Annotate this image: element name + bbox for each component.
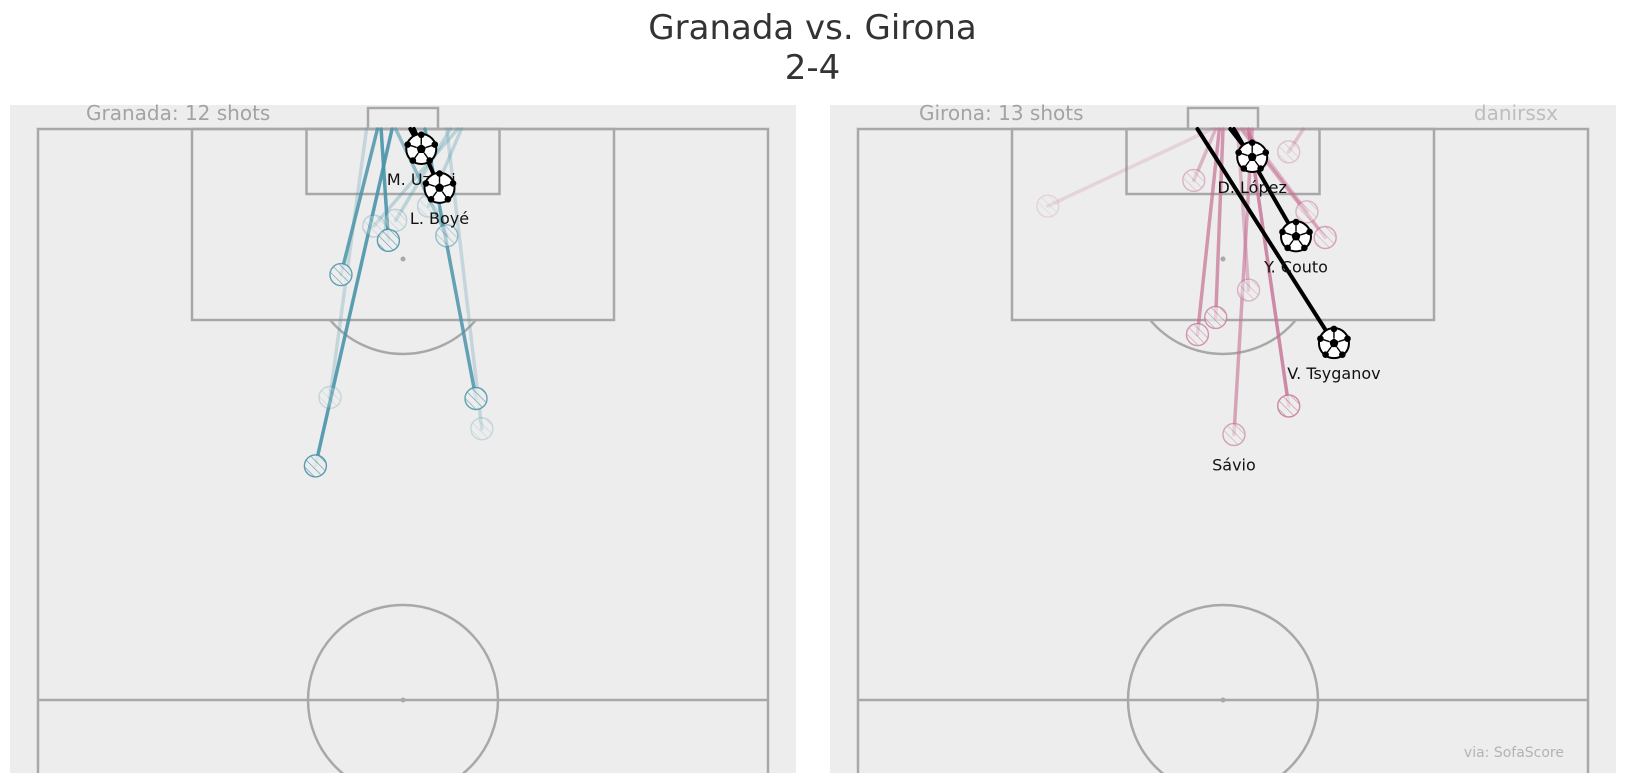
penalty-arc	[329, 319, 477, 356]
shot-marker	[384, 208, 408, 233]
goal-frame	[1186, 106, 1260, 131]
penalty-spot	[400, 256, 406, 262]
shot-marker	[1222, 422, 1246, 447]
shot-trajectory	[328, 127, 369, 400]
player-label: V. Tsyganov	[1287, 364, 1380, 383]
football-icon	[1235, 139, 1270, 173]
shot-trajectory	[372, 127, 460, 228]
author-credit: danirssx	[1473, 101, 1558, 125]
football-icon	[1279, 218, 1313, 253]
shot-marker	[435, 224, 459, 248]
shot-marker	[470, 417, 494, 441]
football-icon	[422, 170, 457, 204]
shot-marker	[1313, 225, 1337, 250]
shot-trajectory	[1195, 127, 1222, 337]
shot-marker	[464, 386, 488, 411]
data-source: via: SofaScore	[1463, 745, 1564, 761]
player-label: Sávio	[1212, 455, 1256, 474]
shot-trajectory	[393, 127, 449, 238]
shot-marker	[303, 454, 328, 478]
shot-marker	[1036, 194, 1060, 218]
pitch-panel-granada: M. Uzuni L. Boyé Granada: 12 shots	[10, 101, 796, 773]
penalty-spot	[1220, 256, 1226, 262]
chart-title: Granada vs. Girona	[648, 8, 977, 48]
shot-trajectory	[1046, 127, 1214, 208]
shot-marker	[362, 214, 386, 238]
shot-trajectory	[339, 127, 380, 277]
shot-marker	[1277, 140, 1301, 164]
football-icon	[1317, 325, 1351, 360]
shot-marker	[1295, 200, 1319, 224]
shot-marker	[1204, 305, 1228, 330]
pitch-outline	[856, 127, 1590, 773]
shot-marker	[1236, 278, 1261, 302]
player-label: Y. Couto	[1263, 257, 1328, 276]
shot-trajectory	[1213, 127, 1225, 320]
football-icon	[404, 131, 439, 165]
goal-frame	[366, 106, 440, 131]
shot-trajectory	[393, 127, 453, 223]
pitch-girona: Sávio D. López Y. Couto V. Tsyganov	[856, 106, 1590, 773]
centre-spot	[400, 697, 406, 703]
centre-circle	[1126, 603, 1320, 773]
pitch-panel-girona: Sávio D. López Y. Couto V. Tsyganov Girona:…	[830, 101, 1616, 773]
shots-label-girona: Girona: 13 shots	[919, 101, 1084, 125]
goal-shot-trajectory	[1195, 127, 1336, 346]
player-label: D. López	[1218, 178, 1287, 197]
shot-marker	[1185, 322, 1210, 347]
shot-marker	[376, 228, 401, 253]
shot-marker	[329, 262, 353, 287]
shots-label-granada: Granada: 12 shots	[86, 101, 271, 125]
match-score: 2-4	[784, 48, 841, 88]
player-label: L. Boyé	[410, 209, 469, 228]
centre-circle	[306, 603, 500, 773]
shot-marker	[318, 385, 342, 410]
centre-spot	[1220, 697, 1226, 703]
shot-marker	[1182, 168, 1206, 193]
shot-trajectory	[1246, 127, 1291, 408]
shot-trajectory	[313, 127, 394, 468]
shot-marker	[1277, 394, 1301, 418]
